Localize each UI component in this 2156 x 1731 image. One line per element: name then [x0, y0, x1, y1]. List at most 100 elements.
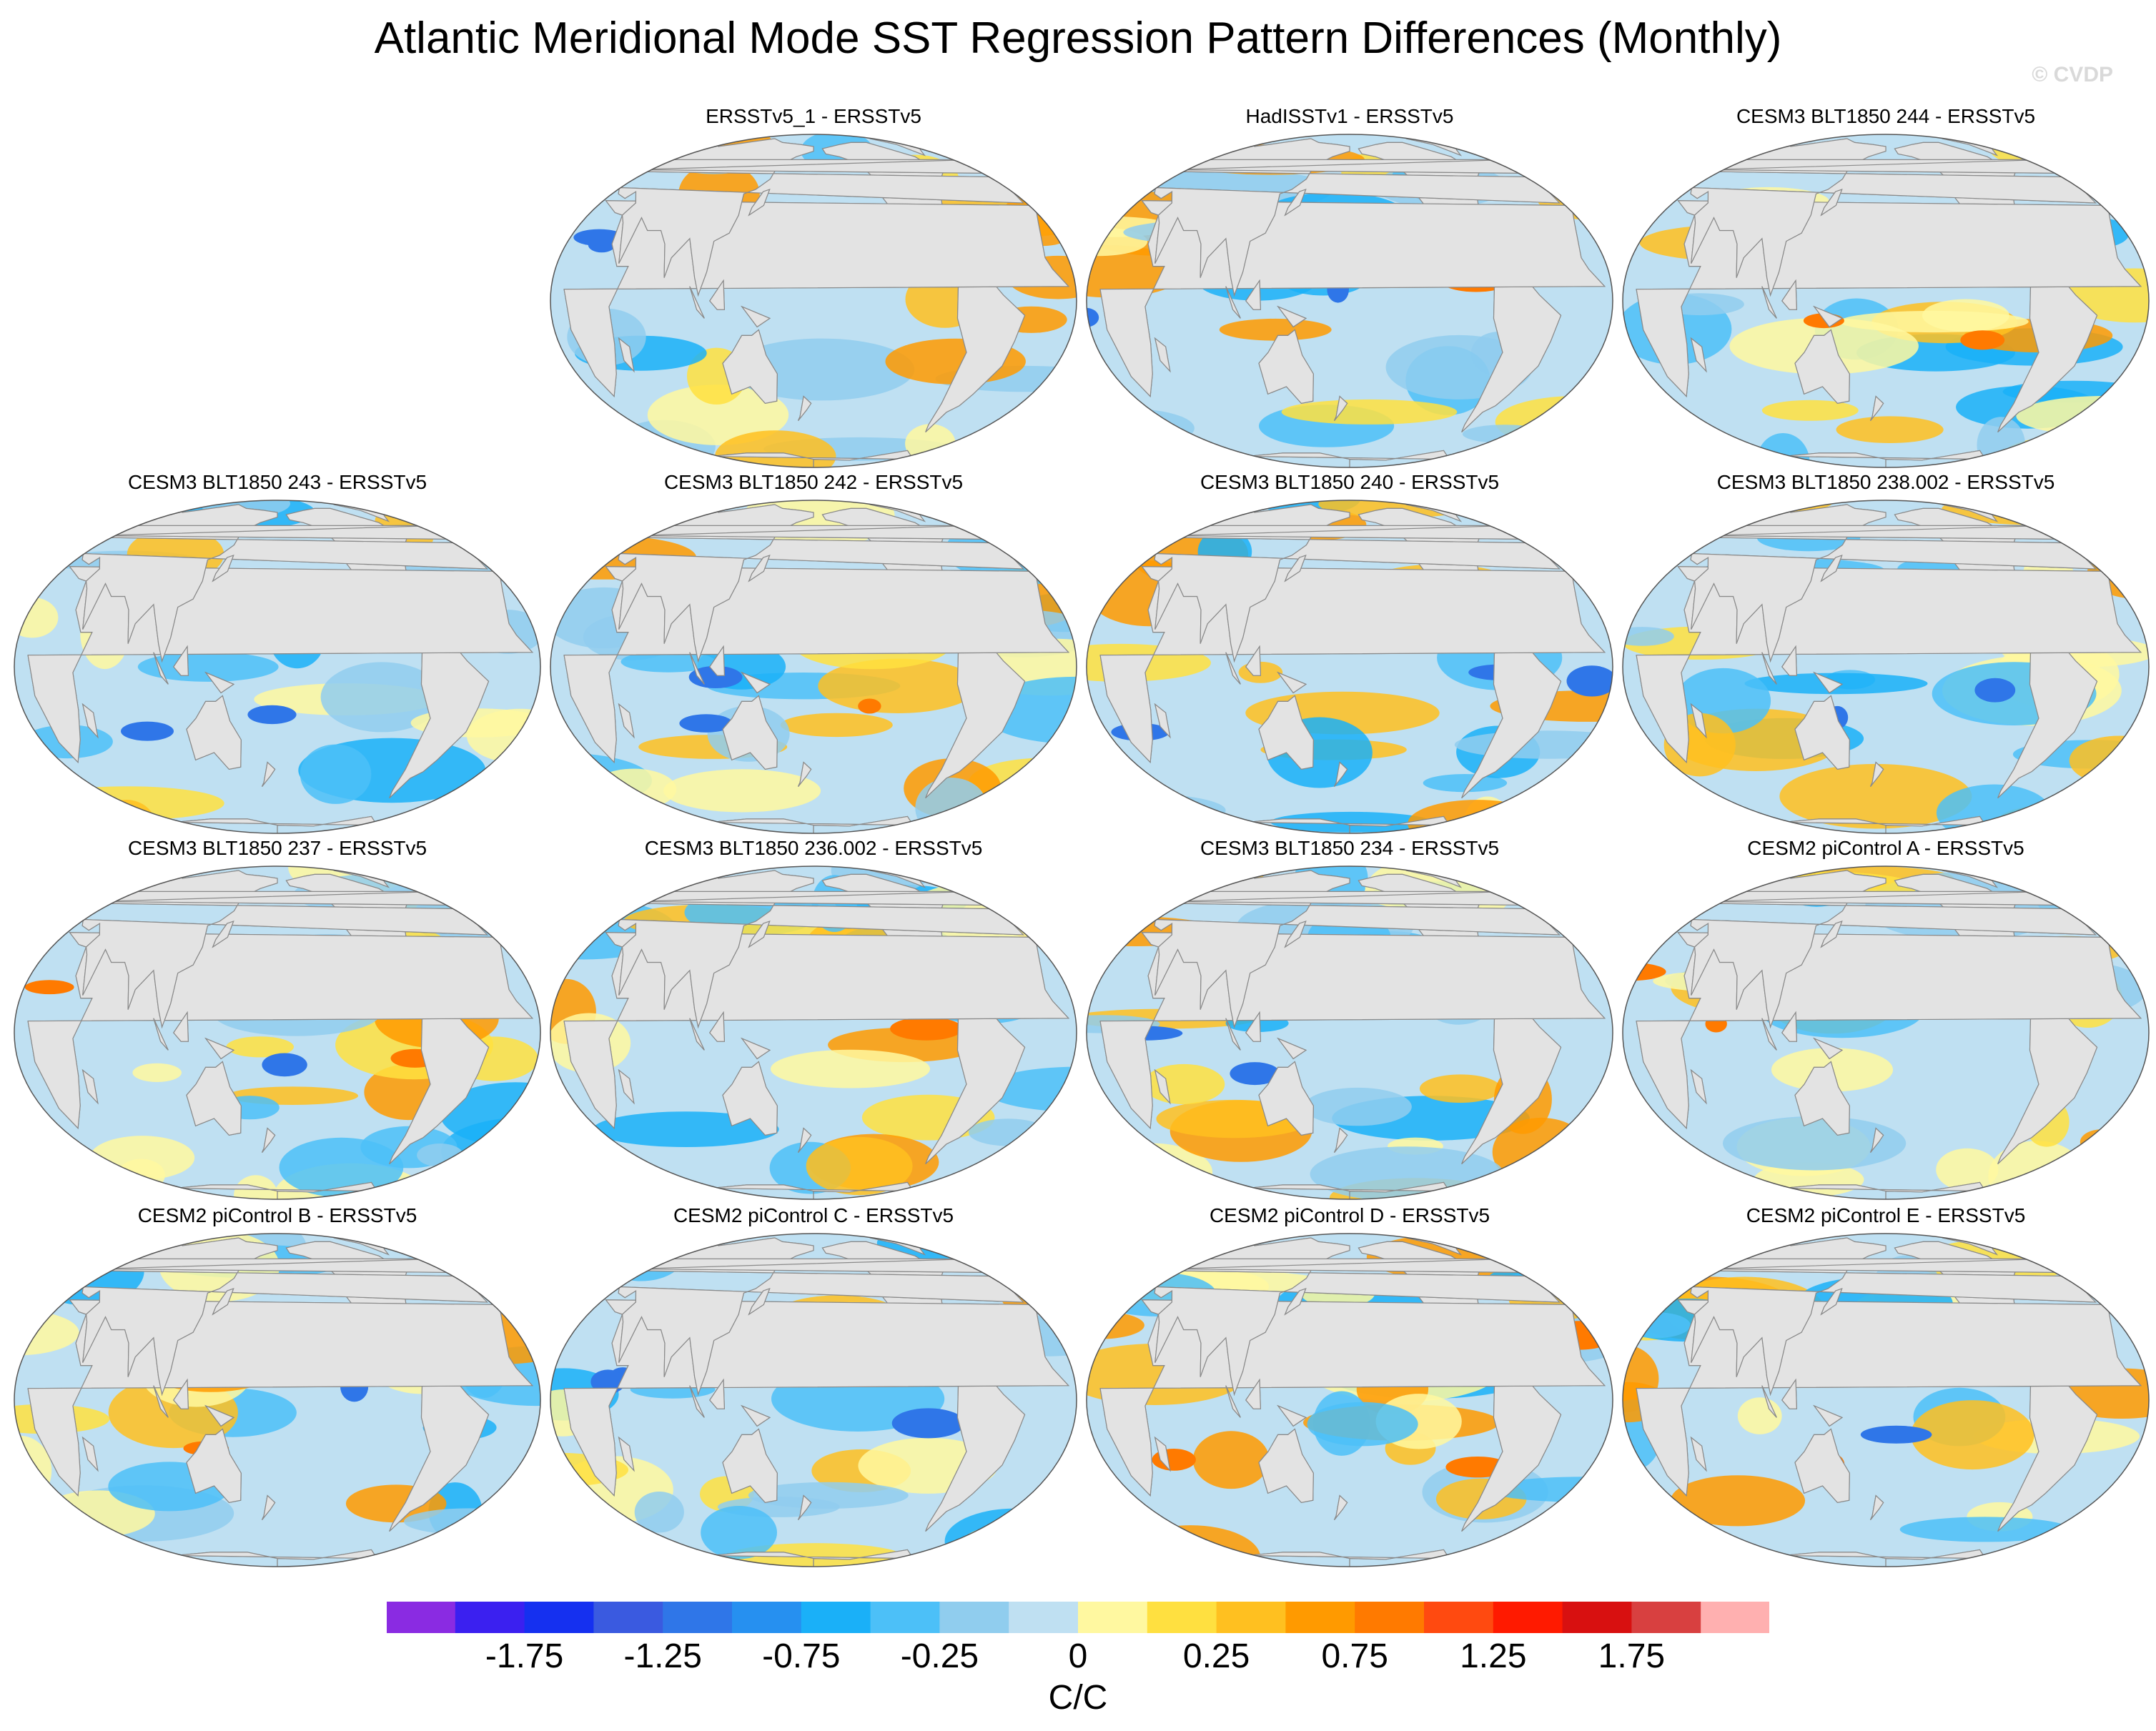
panel-title: CESM2 piControl E - ERSSTv5	[1746, 1204, 2026, 1226]
landmass	[1469, 514, 1477, 518]
anomaly-region	[1462, 425, 1548, 444]
colorbar-swatch	[870, 1601, 940, 1634]
sst-difference-map	[1086, 1233, 1613, 1567]
landmass	[933, 1247, 941, 1251]
landmass	[1277, 671, 1307, 694]
strong-anomaly	[1960, 330, 2005, 350]
colorbar-swatch	[1493, 1601, 1563, 1634]
anomaly-region	[1543, 500, 1613, 552]
landmass	[1820, 555, 1843, 582]
panel-title: CESM2 piControl B - ERSSTv5	[137, 1204, 417, 1226]
sst-difference-map	[550, 866, 1077, 1200]
panel-title: CESM3 BLT1850 238.002 - ERSSTv5	[1716, 471, 2055, 493]
colorbar-swatch	[732, 1601, 802, 1634]
sst-difference-map	[14, 500, 541, 834]
landmass	[204, 1404, 235, 1427]
landmass	[27, 932, 534, 1129]
landmass	[933, 514, 941, 518]
landmass	[933, 880, 941, 884]
anomaly-region	[726, 1543, 904, 1567]
anomaly-region	[507, 1156, 540, 1199]
map-outline	[1086, 500, 1613, 834]
colorbar-swatches	[386, 1601, 1770, 1634]
landmass	[1869, 395, 1884, 421]
colorbar-tick-label: 1.25	[1460, 1637, 1527, 1675]
sst-difference-map	[1086, 866, 1613, 1200]
landmass	[1333, 1494, 1348, 1520]
colorbar-swatch	[1147, 1601, 1217, 1634]
colorbar-swatch	[1009, 1601, 1079, 1634]
landmass	[1781, 645, 1798, 676]
landmass	[933, 880, 941, 884]
landmass	[1099, 1299, 1606, 1497]
anomaly-region	[2081, 1532, 2140, 1561]
landmass	[711, 1549, 914, 1567]
landmass	[563, 932, 1070, 1129]
landmass	[1636, 200, 2142, 397]
landmass	[1469, 880, 1477, 884]
strong-anomaly	[1860, 1425, 1932, 1444]
landmass	[1245, 645, 1262, 676]
map-panel: CESM3 BLT1850 242 - ERSSTv5	[549, 470, 1078, 836]
anomaly-region	[634, 1492, 684, 1533]
strong-anomaly	[891, 1408, 965, 1439]
map-outline	[14, 500, 541, 834]
landmass	[1469, 514, 1477, 518]
landmass	[722, 1428, 778, 1504]
map-outline	[550, 1233, 1077, 1567]
landmass	[711, 450, 914, 467]
landmass	[1247, 815, 1450, 833]
landmass	[748, 921, 771, 948]
landmass	[1469, 1247, 1477, 1251]
landmass	[174, 1181, 378, 1199]
anomaly-region	[968, 1119, 1048, 1146]
landmass	[933, 148, 941, 152]
landmass	[153, 1018, 169, 1051]
strong-anomaly	[262, 1053, 307, 1077]
anomaly-region	[780, 713, 893, 738]
landmass	[261, 1127, 276, 1153]
landmass	[2005, 1247, 2013, 1251]
landmass	[711, 1181, 914, 1199]
landmass	[933, 148, 941, 152]
strong-anomaly	[1566, 665, 1613, 697]
sst-difference-map	[14, 1233, 541, 1567]
colorbar-swatch	[455, 1601, 525, 1634]
panel-title: CESM3 BLT1850 236.002 - ERSSTv5	[644, 837, 983, 859]
landmass	[1284, 921, 1307, 948]
landmass	[397, 880, 405, 884]
landmass	[689, 1385, 705, 1418]
anomaly-region	[1087, 500, 1202, 525]
anomaly-region	[663, 769, 821, 813]
panel-title: CESM2 piControl D - ERSSTv5	[1209, 1204, 1490, 1226]
map-panel: CESM3 BLT1850 240 - ERSSTv5	[1085, 470, 1614, 836]
landmass	[173, 1378, 189, 1409]
landmass	[397, 1247, 405, 1251]
landmass	[204, 671, 235, 694]
colorbar-swatch	[663, 1601, 733, 1634]
landmass	[1813, 305, 1844, 328]
landmass	[1469, 1247, 1477, 1251]
landmass	[27, 1299, 534, 1497]
landmass	[1813, 671, 1844, 694]
landmass	[1761, 1385, 1777, 1418]
landmass	[1258, 1428, 1314, 1504]
figure-title: Atlantic Meridional Mode SST Regression …	[374, 14, 1782, 63]
landmass	[1781, 1011, 1798, 1042]
landmass	[1247, 1549, 1450, 1567]
landmass	[2005, 514, 2013, 518]
landmass	[741, 1404, 771, 1427]
landmass	[797, 1127, 812, 1153]
sst-difference-map	[1622, 134, 2150, 468]
landmass	[563, 200, 1070, 397]
anomaly-region	[132, 1063, 182, 1082]
anomaly-region	[701, 1506, 777, 1559]
landmass	[1277, 305, 1307, 328]
map-panel: CESM2 piControl E - ERSSTv5	[1621, 1204, 2150, 1569]
anomaly-region	[2061, 1163, 2149, 1196]
anomaly-region	[1087, 436, 1210, 460]
anomaly-region	[1087, 1499, 1149, 1528]
sst-difference-map	[1622, 1233, 2150, 1567]
landmass	[2005, 1247, 2013, 1251]
anomaly-region	[279, 1137, 404, 1198]
